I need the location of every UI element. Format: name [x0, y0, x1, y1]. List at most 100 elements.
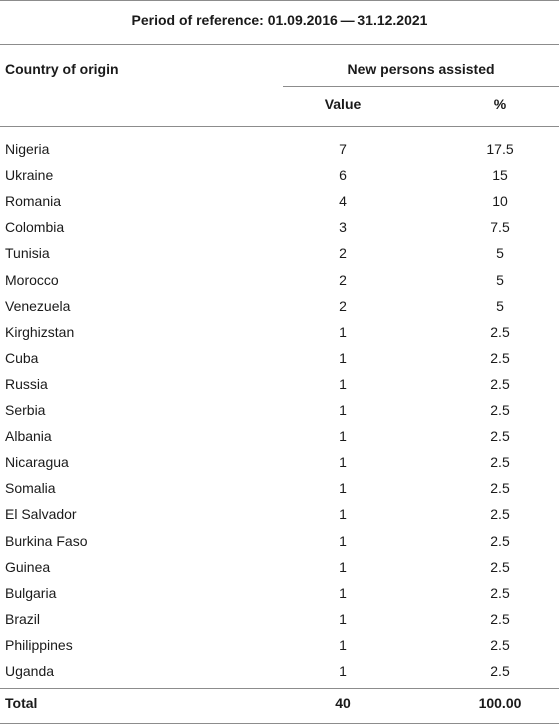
country-cell: Burkina Faso	[5, 532, 88, 549]
table-row: Nicaragua 1 2.5	[0, 449, 559, 475]
country-cell: Tunisia	[5, 245, 50, 262]
value-cell: 1	[339, 636, 347, 653]
percent-cell: 2.5	[490, 663, 510, 679]
table-row: Cuba 1 2.5	[0, 345, 559, 371]
table-row: Uganda 1 2.5	[0, 658, 559, 684]
value-cell: 2	[339, 271, 347, 288]
country-cell: Somalia	[5, 480, 56, 497]
table-row: Bulgaria 1 2.5	[0, 580, 559, 606]
country-cell: Kirghizstan	[5, 323, 75, 340]
value-cell: 1	[339, 558, 347, 575]
value-cell: 7	[339, 141, 347, 157]
percent-cell: 2.5	[490, 428, 510, 445]
percent-cell: 2.5	[490, 375, 510, 392]
percent-cell: 2.5	[490, 454, 510, 471]
table-row: Kirghizstan 1 2.5	[0, 319, 559, 345]
country-cell: Nicaragua	[5, 454, 69, 471]
country-cell: Albania	[5, 428, 52, 445]
table-row: Somalia 1 2.5	[0, 475, 559, 501]
header-value: Value	[324, 96, 362, 112]
table-row: Philippines 1 2.5	[0, 632, 559, 658]
percent-cell: 15	[492, 167, 508, 184]
table-row: Venezuela 2 5	[0, 293, 559, 319]
value-cell: 1	[339, 323, 347, 340]
country-cell: Colombia	[5, 219, 65, 236]
percent-cell: 5	[496, 271, 504, 288]
value-cell: 1	[339, 402, 347, 418]
table-row: Romania 4 10	[0, 188, 559, 214]
percent-cell: 2.5	[490, 636, 510, 653]
table-row: Guinea 1 2.5	[0, 554, 559, 580]
percent-cell: 17.5	[486, 141, 514, 157]
table-row: Brazil 1 2.5	[0, 606, 559, 632]
percent-cell: 7.5	[490, 219, 510, 236]
country-cell: Nigeria	[5, 141, 50, 157]
value-cell: 4	[339, 193, 347, 210]
country-cell: Philippines	[5, 636, 73, 653]
table-row: Nigeria 7 17.5	[0, 136, 559, 162]
percent-cell: 2.5	[490, 349, 510, 366]
country-cell: Serbia	[5, 402, 46, 418]
header-percent: %	[493, 96, 507, 112]
value-cell: 1	[339, 506, 347, 523]
country-cell: Morocco	[5, 271, 59, 288]
total-row: Total 40 100.00	[0, 690, 559, 716]
value-cell: 3	[339, 219, 347, 236]
total-percent: 100.00	[478, 695, 522, 711]
percent-cell: 2.5	[490, 402, 510, 418]
table-row: Ukraine 6 15	[0, 162, 559, 188]
period-label: Period of reference: 01.09.2016 — 31.12.…	[131, 12, 428, 28]
value-cell: 1	[339, 428, 347, 445]
percent-cell: 2.5	[490, 323, 510, 340]
percent-cell: 10	[492, 193, 508, 210]
value-cell: 1	[339, 349, 347, 366]
value-cell: 1	[339, 454, 347, 471]
header-country: Country of origin	[5, 61, 119, 77]
value-cell: 1	[339, 480, 347, 497]
country-cell: Cuba	[5, 349, 39, 366]
percent-cell: 5	[496, 245, 504, 262]
country-cell: Romania	[5, 193, 62, 210]
total-rule	[0, 688, 559, 689]
value-cell: 1	[339, 532, 347, 549]
percent-cell: 5	[496, 297, 504, 314]
percent-cell: 2.5	[490, 480, 510, 497]
country-cell: Russia	[5, 375, 48, 392]
value-cell: 1	[339, 610, 347, 627]
value-cell: 1	[339, 584, 347, 601]
total-value: 40	[335, 695, 351, 711]
period-rule	[0, 44, 559, 45]
table-row: Colombia 3 7.5	[0, 214, 559, 240]
top-rule	[0, 0, 559, 1]
country-cell: Guinea	[5, 558, 51, 575]
table-row: El Salvador 1 2.5	[0, 501, 559, 527]
table-row: Burkina Faso 1 2.5	[0, 528, 559, 554]
percent-cell: 2.5	[490, 532, 510, 549]
percent-cell: 2.5	[490, 610, 510, 627]
table-row: Serbia 1 2.5	[0, 397, 559, 423]
country-cell: Bulgaria	[5, 584, 57, 601]
percent-cell: 2.5	[490, 506, 510, 523]
total-label: Total	[5, 695, 38, 711]
table-row: Russia 1 2.5	[0, 371, 559, 397]
table-row: Tunisia 2 5	[0, 240, 559, 266]
value-cell: 2	[339, 245, 347, 262]
value-cell: 1	[339, 663, 347, 679]
header-rule	[0, 126, 559, 127]
group-rule	[283, 86, 559, 87]
country-cell: Venezuela	[5, 297, 71, 314]
country-cell: Ukraine	[5, 167, 54, 184]
table-row: Morocco 2 5	[0, 267, 559, 293]
country-cell: Brazil	[5, 610, 41, 627]
value-cell: 2	[339, 297, 347, 314]
header-new-persons-assisted: New persons assisted	[347, 61, 495, 77]
bottom-rule	[0, 723, 559, 724]
country-cell: Uganda	[5, 663, 55, 679]
percent-cell: 2.5	[490, 584, 510, 601]
value-cell: 6	[339, 167, 347, 184]
value-cell: 1	[339, 375, 347, 392]
table-row: Albania 1 2.5	[0, 423, 559, 449]
country-cell: El Salvador	[5, 506, 77, 523]
percent-cell: 2.5	[490, 558, 510, 575]
